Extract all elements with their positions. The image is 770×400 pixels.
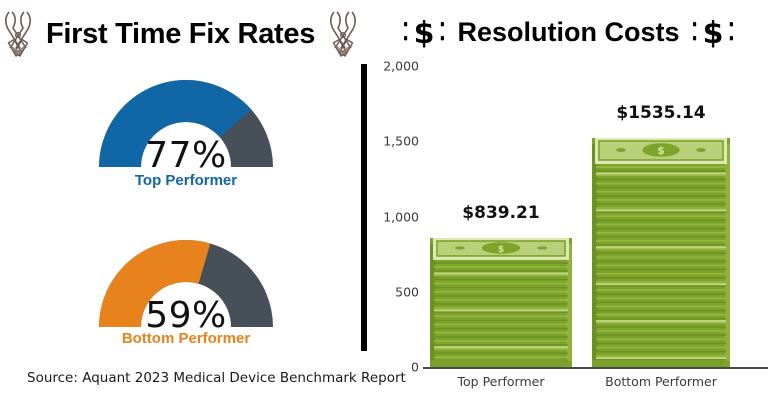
- gauge-top-performer: 77%: [82, 62, 290, 176]
- gauge-top-label: Top Performer: [134, 172, 238, 189]
- x-axis-line: [423, 367, 768, 369]
- svg-text:$: $: [414, 16, 435, 49]
- first-time-fix-rates-panel: First Time Fix Rates: [0, 0, 406, 400]
- bar-value-top-performer: $839.21: [462, 203, 540, 223]
- crossed-screwdrivers-icon: [330, 11, 356, 57]
- y-axis-tick-label: 1,500: [383, 133, 419, 149]
- bar-top-performer[interactable]: $: [430, 238, 572, 367]
- svg-text:$: $: [657, 145, 664, 157]
- svg-text:$: $: [702, 16, 723, 49]
- chart-title: Resolution Costs: [457, 16, 680, 47]
- dollar-sign-icon: $: [404, 16, 445, 49]
- gauge-top-value: 77%: [145, 135, 227, 176]
- y-axis: 2,000 1,500 1,000 500 0: [367, 0, 419, 400]
- svg-text:$: $: [498, 245, 504, 255]
- bar-category-top-performer: Top Performer: [457, 374, 545, 389]
- resolution-costs-panel: $ Resolution Costs $ 2,000 1,500 1,000 500 0…: [367, 0, 770, 400]
- source-note: Source: Aquant 2023 Medical Device Bench…: [27, 370, 406, 386]
- bar-category-bottom-performer: Bottom Performer: [605, 374, 717, 389]
- dollar-sign-icon: $: [692, 16, 733, 49]
- y-axis-tick-label: 2,000: [383, 58, 419, 74]
- bar-value-bottom-performer: $1535.14: [616, 103, 706, 123]
- y-axis-tick-label: 500: [395, 284, 419, 300]
- y-axis-tick-label: 1,000: [383, 209, 419, 224]
- first-time-fix-title-row: First Time Fix Rates: [0, 8, 361, 60]
- gauge-bottom-performer: 59%: [82, 222, 290, 336]
- gauge-bottom-label: Bottom Performer: [121, 330, 251, 347]
- gauge-value-arc: [99, 80, 252, 167]
- panel-divider: [361, 64, 367, 351]
- gauge-value-arc: [99, 240, 211, 327]
- bar-bottom-performer[interactable]: $: [592, 138, 730, 367]
- y-axis-tick-label: 0: [411, 359, 419, 375]
- resolution-costs-title-row: $ Resolution Costs $: [367, 8, 770, 56]
- gauge-bottom-value: 59%: [145, 295, 227, 336]
- crossed-screwdrivers-icon: [5, 11, 31, 57]
- page-title: First Time Fix Rates: [45, 17, 316, 50]
